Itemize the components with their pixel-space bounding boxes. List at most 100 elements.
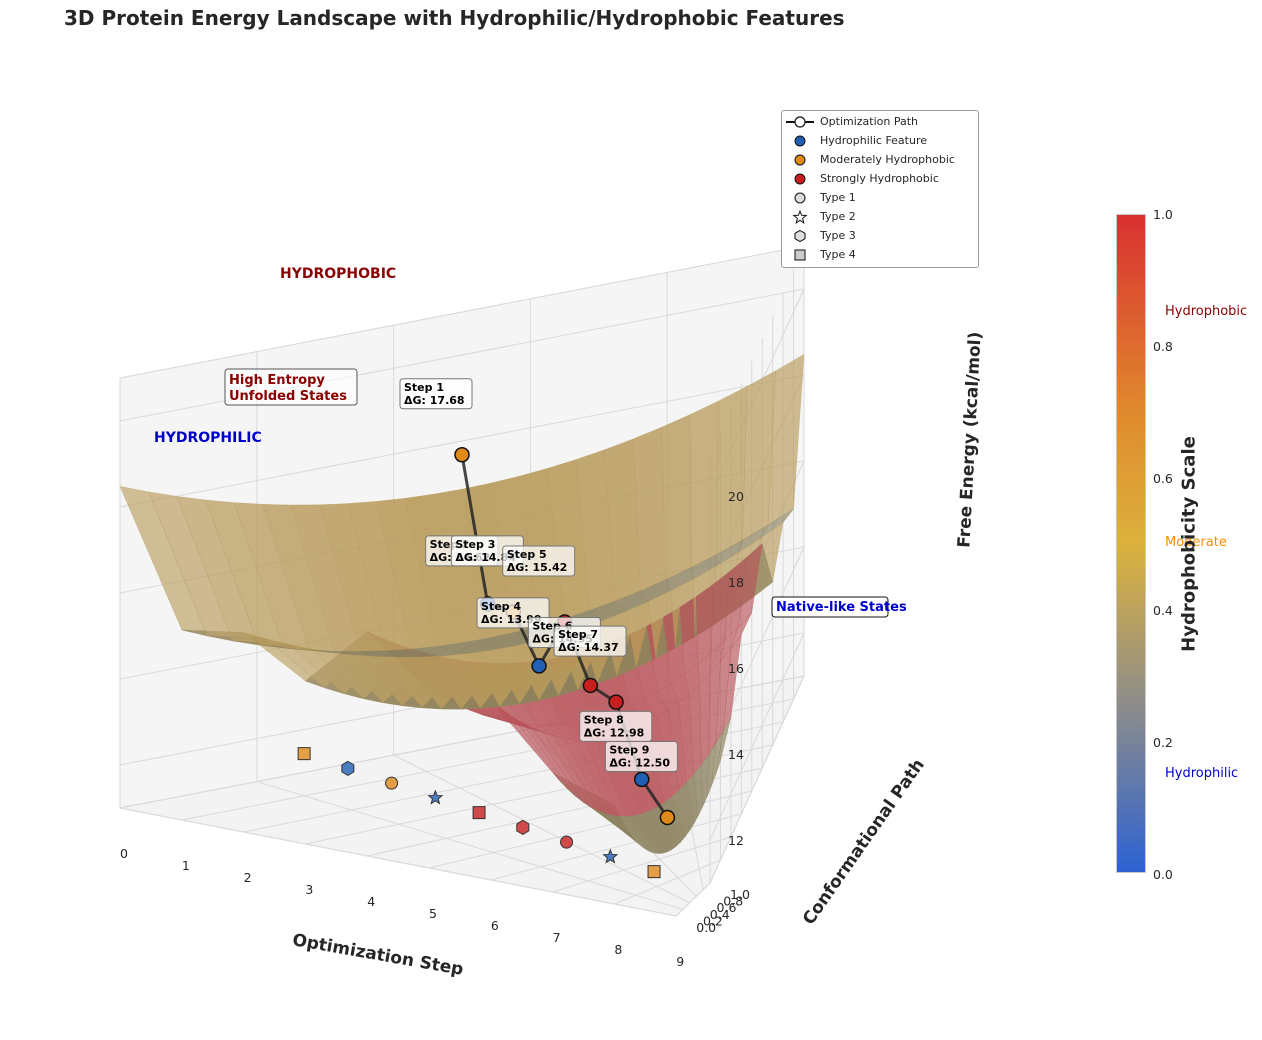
x-tick-label: 7 — [553, 930, 561, 945]
y-tick-label: 0.4 — [710, 907, 730, 922]
step-label: Step 8 — [584, 713, 624, 726]
colorbar-label: Hydrophobicity Scale — [1178, 436, 1200, 652]
legend-label: Type 2 — [820, 210, 856, 223]
x-tick-label: 3 — [305, 882, 313, 897]
feature-hexagon — [341, 760, 355, 776]
path-point — [659, 809, 676, 826]
legend-dot-icon — [794, 173, 806, 185]
y-tick-label: 0.2 — [703, 913, 723, 928]
step-label: Step 7 — [558, 628, 598, 641]
step-label-box — [553, 625, 627, 657]
hydrophobic-annotation: HYDROPHOBIC — [280, 266, 396, 282]
grid-line — [393, 325, 690, 904]
y-tick-label: 0.0 — [696, 920, 716, 935]
z-tick-label: 14 — [728, 747, 744, 762]
x-axis-label: Optimization Step — [291, 930, 465, 980]
y-tick-label: 0.6 — [717, 900, 737, 915]
x-tick-label: 1 — [182, 858, 190, 873]
legend-dot-icon — [794, 135, 806, 147]
z-tick-label: 12 — [728, 833, 744, 848]
legend-label: Strongly Hydrophobic — [820, 172, 939, 185]
legend-label: Hydrophilic Feature — [820, 134, 928, 147]
legend-entry-hydrophilic: Hydrophilic Feature — [782, 132, 978, 151]
colorbar-word-hydrophilic: Hydrophilic — [1165, 766, 1239, 781]
colorbar-tick: 0.0 — [1153, 867, 1173, 882]
step-dg-label: ΔG: 14.37 — [558, 641, 619, 654]
high-entropy-annotation: High Entropy — [229, 373, 325, 388]
feature-square — [297, 747, 311, 761]
colorbar — [1116, 214, 1146, 873]
path-point — [582, 677, 599, 694]
feature-square — [647, 865, 661, 879]
surface-patch — [689, 400, 719, 568]
legend-label: Type 4 — [820, 248, 856, 261]
legend-entry-path: Optimization Path — [782, 113, 978, 132]
z-axis-label: Free Energy (kcal/mol) — [954, 331, 985, 548]
step-dg-label: ΔG: 12.50 — [609, 757, 670, 770]
feature-circle — [560, 835, 574, 849]
grid-line — [709, 246, 805, 884]
step-label-box — [502, 545, 576, 577]
z-tick-label: 16 — [728, 661, 744, 676]
colorbar-tick: 0.2 — [1153, 735, 1173, 750]
path-point — [608, 694, 624, 710]
step-label: Step 3 — [455, 538, 495, 551]
square-marker-icon — [794, 249, 806, 261]
grid-line — [256, 351, 684, 910]
y-tick-label: 1.0 — [730, 887, 750, 902]
hydrophilic-annotation: HYDROPHILIC — [154, 430, 262, 446]
y-tick-label: 0.8 — [723, 894, 743, 909]
path-point — [531, 658, 547, 674]
chart-title: 3D Protein Energy Landscape with Hydroph… — [64, 6, 845, 30]
step-label: Step 5 — [507, 548, 547, 561]
x-tick-label: 5 — [429, 906, 437, 921]
chart-legend: Optimization Path Hydrophilic Feature Mo… — [781, 110, 979, 268]
colorbar-tick: 0.8 — [1153, 339, 1173, 354]
x-tick-label: 8 — [614, 942, 622, 957]
high-entropy-annotation: Unfolded States — [229, 389, 347, 404]
feature-square — [472, 806, 486, 820]
native-box — [771, 596, 889, 618]
legend-entry-type2: Type 2 — [782, 208, 978, 227]
high-entropy-box — [224, 368, 358, 406]
legend-label: Type 1 — [820, 191, 856, 204]
colorbar-word-hydrophobic: Hydrophobic — [1165, 304, 1248, 319]
x-tick-label: 2 — [244, 870, 252, 885]
step-dg-label: ΔG: 13.99 — [481, 613, 542, 626]
colorbar-tick: 0.4 — [1153, 603, 1173, 618]
surface-patch — [696, 584, 714, 665]
legend-entry-type4: Type 4 — [782, 246, 978, 265]
colorbar-word-moderate: Moderate — [1165, 535, 1227, 550]
step-dg-label: ΔG: 12.98 — [584, 726, 645, 739]
feature-circle — [385, 776, 399, 790]
x-tick-label: 4 — [367, 894, 375, 909]
step-dg-label: ΔG: 15.42 — [507, 561, 568, 574]
surface-patch — [715, 717, 732, 775]
x-tick-label: 9 — [676, 954, 684, 969]
legend-path-icon — [786, 116, 814, 128]
legend-entry-type1: Type 1 — [782, 189, 978, 208]
legend-entry-hydrophobic: Strongly Hydrophobic — [782, 170, 978, 189]
native-annotation: Native-like States — [776, 600, 907, 615]
step-label: Step 1 — [404, 381, 444, 394]
grid-line — [119, 378, 677, 917]
path-point — [633, 771, 650, 788]
star-marker-icon — [792, 209, 808, 224]
z-tick-label: 18 — [728, 575, 744, 590]
hexagon-marker-icon — [794, 229, 806, 243]
colorbar-tick: 0.6 — [1153, 471, 1173, 486]
surface-patch — [661, 414, 692, 580]
y-axis-label: Conformational Path — [799, 755, 929, 928]
step-dg-label: ΔG: 17.68 — [404, 394, 465, 407]
legend-label: Optimization Path — [820, 115, 919, 128]
feature-hexagon — [516, 819, 530, 835]
legend-label: Type 3 — [820, 229, 856, 242]
legend-dot-icon — [794, 154, 806, 166]
surface-patch — [716, 385, 748, 555]
step-label: Step 4 — [481, 600, 521, 613]
step-dg-label: ΔG: 14.84 — [455, 551, 516, 564]
circle-marker-icon — [794, 192, 806, 204]
colorbar-tick: 1.0 — [1153, 207, 1173, 222]
legend-entry-moderate: Moderately Hydrophobic — [782, 151, 978, 170]
